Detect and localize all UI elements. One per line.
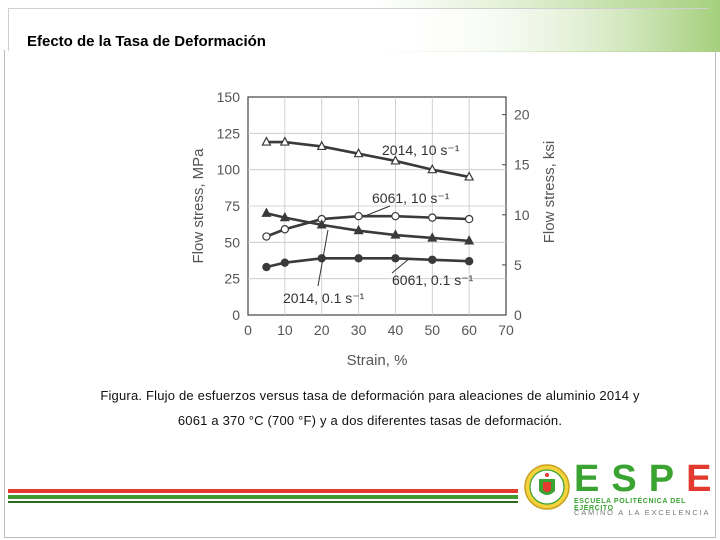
label-6061-10: 6061, 10 s⁻¹: [372, 190, 450, 206]
data-point-circle: [317, 254, 326, 263]
data-point-triangle: [427, 232, 438, 242]
y-tick-label-right: 0: [514, 307, 522, 323]
x-tick-label: 0: [244, 322, 252, 338]
x-tick-label: 30: [351, 322, 367, 338]
data-point-circle: [464, 214, 474, 224]
data-point-circle: [464, 257, 474, 266]
title-box: [8, 8, 709, 51]
y-tick-label-left: 75: [224, 198, 240, 214]
y-axis-title-left: Flow stress, MPa: [190, 148, 207, 264]
data-point-triangle: [464, 171, 475, 181]
label-6061-01: 6061, 0.1 s⁻¹: [392, 272, 474, 288]
data-point-circle: [262, 232, 271, 241]
label-2014-10: 2014, 10 s⁻¹: [382, 142, 460, 158]
series-4: [262, 254, 474, 272]
series-layer: [261, 136, 475, 272]
data-point-triangle: [316, 140, 327, 151]
footer-stripe-dark: [8, 501, 518, 503]
series-1: [261, 136, 475, 181]
slide-title: Efecto de la Tasa de Deformación: [27, 33, 266, 50]
logo-letter-e: E: [574, 458, 612, 500]
footer-stripe-green: [8, 495, 518, 499]
data-point-triangle: [316, 219, 327, 229]
series-annotations: 2014, 10 s⁻¹ 6061, 10 s⁻¹ 2014, 0.1 s⁻¹ …: [283, 142, 474, 306]
y-axis-title-right: Flow stress, ksi: [541, 141, 558, 244]
data-point-triangle: [261, 136, 272, 146]
data-point-circle: [280, 258, 290, 267]
data-point-circle: [391, 211, 400, 221]
leader-2014-01: [317, 229, 329, 287]
data-point-circle: [354, 211, 363, 221]
data-point-circle: [428, 255, 437, 264]
flow-stress-chart: 0 10 20 30 40 50 60 70025507510012515005101520 …: [190, 89, 558, 369]
label-2014-01: 2014, 0.1 s⁻¹: [283, 290, 365, 306]
x-axis-title: Strain, %: [347, 352, 408, 369]
data-point-triangle: [353, 147, 364, 158]
y-tick-label-right: 10: [514, 207, 530, 223]
espe-wordmark: ESPE: [574, 458, 720, 501]
y-tick-label-left: 25: [224, 271, 240, 287]
data-point-triangle: [279, 211, 290, 222]
x-tick-label: 50: [424, 322, 440, 338]
data-point-triangle: [261, 207, 272, 217]
x-tick-label: 60: [461, 322, 477, 338]
y-tick-label-left: 125: [217, 125, 241, 141]
figure-caption-line-1: Figura. Flujo de esfuerzos versus tasa d…: [100, 388, 640, 403]
espe-seal-icon: [524, 464, 570, 510]
leader-6061-10: [364, 205, 391, 217]
data-point-circle: [391, 254, 400, 263]
x-tick-label: 10: [277, 322, 293, 338]
figure-caption-line-2: 6061 a 370 °C (700 °F) y a dos diferente…: [177, 413, 563, 428]
x-tick-label: 70: [498, 322, 514, 338]
y-tick-label-right: 20: [514, 107, 530, 123]
y-tick-label-left: 0: [232, 307, 240, 323]
data-point-triangle: [353, 224, 364, 235]
logo-subtitle: ESCUELA POLITÉCNICA DEL EJÉRCITO: [574, 498, 686, 512]
y-tick-label-left: 150: [217, 89, 241, 105]
footer-stripe-red: [8, 489, 518, 493]
series-2: [262, 211, 474, 241]
x-tick-label: 40: [388, 322, 404, 338]
data-point-triangle: [390, 155, 401, 165]
logo-tagline: CAMINO A LA EXCELENCIA: [574, 508, 711, 517]
data-point-triangle: [427, 163, 438, 174]
data-point-circle: [262, 262, 271, 272]
y-tick-label-left: 100: [217, 162, 241, 178]
data-point-circle: [354, 254, 363, 263]
series-3: [261, 207, 475, 245]
y-tick-label-right: 15: [514, 157, 530, 173]
logo-letter-p: P: [648, 458, 687, 500]
data-point-circle: [280, 225, 290, 234]
y-tick-label-right: 5: [514, 257, 522, 273]
data-point-circle: [428, 213, 437, 222]
grid: [248, 97, 506, 315]
logo-letter-s: S: [611, 458, 649, 500]
data-point-triangle: [390, 229, 401, 239]
x-tick-label: 20: [314, 322, 330, 338]
y-tick-label-left: 50: [224, 234, 240, 250]
data-point-triangle: [279, 136, 290, 146]
data-point-triangle: [464, 235, 475, 245]
slide-frame: [4, 50, 716, 538]
leader-6061-01: [391, 257, 411, 274]
logo-letter-e-red: E: [686, 458, 720, 500]
